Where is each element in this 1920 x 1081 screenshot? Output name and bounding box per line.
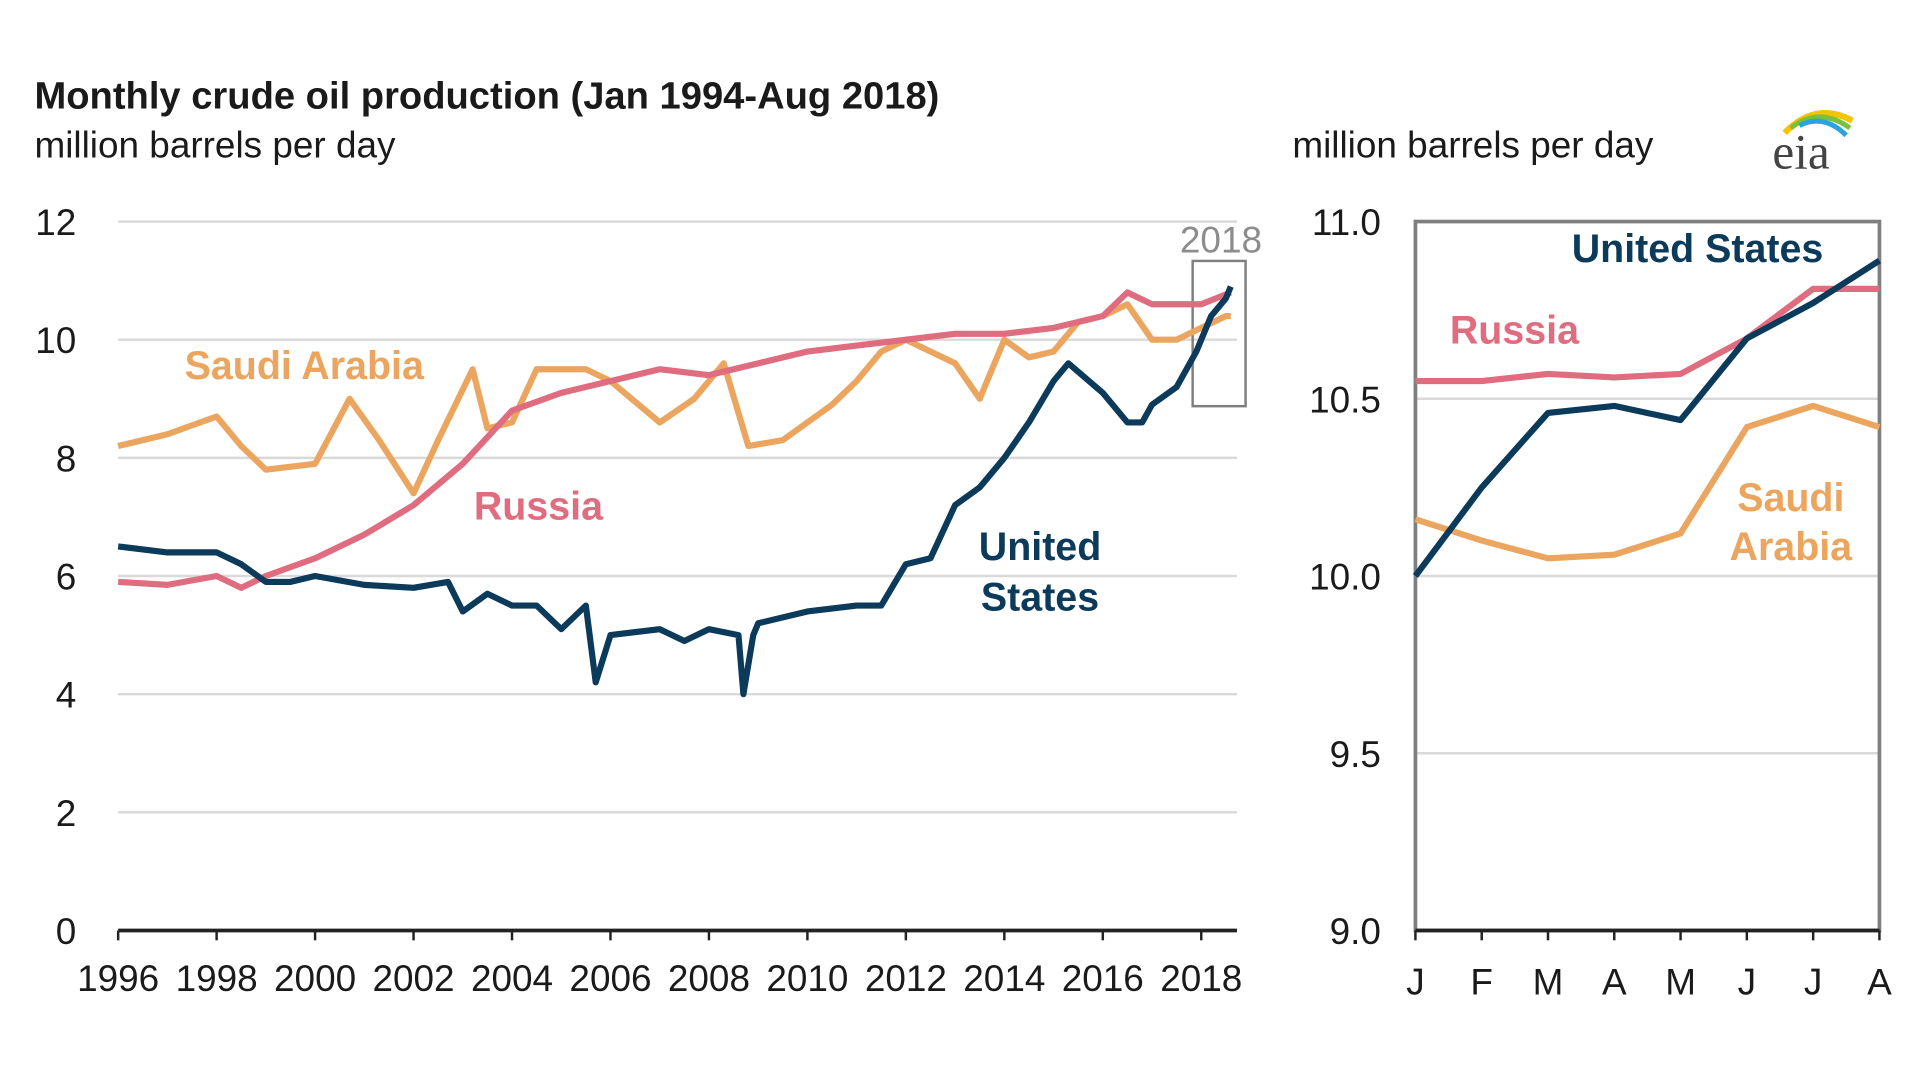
x-tick-label: J	[1406, 961, 1424, 1002]
right-chart: 9.09.510.010.511.0J F M A M J J A	[1309, 202, 1892, 1002]
label-united-states-right: United States	[1572, 227, 1824, 271]
label-united-states-left-line2: States	[981, 575, 1099, 619]
left-y-unit-label: million barrels per day	[34, 125, 396, 166]
x-tick-label: 1998	[176, 958, 258, 999]
x-tick-label: F	[1470, 961, 1493, 1002]
x-tick-label: 1996	[77, 958, 159, 999]
eia-logo-text: eia	[1772, 125, 1830, 180]
x-tick-label: 2000	[274, 958, 356, 999]
y-tick-label: 12	[35, 202, 76, 243]
x-tick-label: J	[1738, 961, 1756, 1002]
label-saudi-arabia-left: Saudi Arabia	[185, 344, 425, 388]
x-tick-label: 2012	[865, 958, 947, 999]
x-tick-label: 2018	[1160, 958, 1242, 999]
x-tick-label: A	[1602, 961, 1627, 1002]
y-tick-label: 10.0	[1309, 557, 1381, 598]
label-russia-right: Russia	[1450, 308, 1580, 352]
y-tick-label: 10	[35, 320, 76, 361]
x-tick-label: 2008	[668, 958, 750, 999]
y-tick-label: 9.5	[1330, 734, 1381, 775]
left-chart: 0 2 4 6 8 10 12 1996 1998 2000 2002 2004 2006 2008 201…	[35, 202, 1262, 999]
series-line-united-states	[117, 285, 1234, 698]
x-tick-label: M	[1665, 961, 1696, 1002]
y-tick-label: 10.5	[1309, 379, 1381, 420]
x-tick-label: 2010	[766, 958, 848, 999]
x-tick-label: 2002	[372, 958, 454, 999]
series-line-saudi-arabia	[117, 301, 1231, 497]
x-tick-label: J	[1804, 961, 1822, 1002]
x-tick-label: M	[1533, 961, 1564, 1002]
y-tick-label: 4	[56, 675, 77, 716]
label-saudi-arabia-right-line2: Arabia	[1730, 525, 1854, 569]
highlight-2018-label: 2018	[1180, 219, 1262, 260]
series-line-russia	[117, 289, 1232, 591]
right-y-unit-label: million barrels per day	[1292, 125, 1654, 166]
series-line-russia	[1415, 285, 1880, 385]
label-russia-left: Russia	[474, 484, 604, 528]
label-united-states-left-line1: United	[979, 525, 1102, 569]
x-tick-label: A	[1867, 961, 1892, 1002]
x-tick-label: 2014	[963, 958, 1045, 999]
x-tick-label: 2016	[1062, 958, 1144, 999]
x-tick-label: 2004	[471, 958, 553, 999]
series-line-saudi-arabia	[1414, 402, 1881, 562]
eia-logo: eia	[1772, 110, 1854, 180]
y-tick-label: 0	[56, 911, 77, 952]
y-tick-label: 11.0	[1312, 202, 1381, 243]
y-tick-label: 9.0	[1330, 911, 1381, 952]
label-saudi-arabia-right-line1: Saudi	[1737, 476, 1844, 520]
series-line-united-states	[1412, 257, 1882, 578]
y-tick-label: 2	[56, 793, 77, 834]
y-tick-label: 6	[56, 557, 77, 598]
chart-title: Monthly crude oil production (Jan 1994-A…	[34, 74, 939, 117]
y-tick-label: 8	[56, 438, 77, 479]
x-tick-label: 2006	[569, 958, 651, 999]
